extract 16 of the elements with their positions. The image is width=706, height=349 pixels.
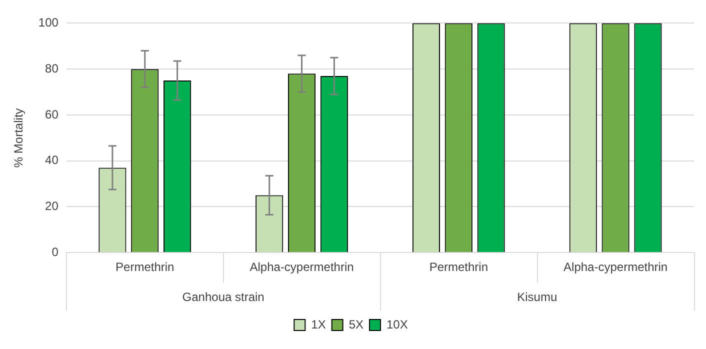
legend-label: 10X: [386, 317, 408, 332]
x-tick-label: Alpha-cypermethrin: [250, 260, 354, 274]
x-tick-label: Permethrin: [429, 260, 488, 274]
legend-label: 1X: [311, 317, 326, 332]
legend-label: 5X: [348, 317, 364, 332]
y-tick-label: 40: [45, 153, 59, 168]
x-tick-label: Alpha-cypermethrin: [564, 260, 668, 274]
y-tick-label: 20: [45, 199, 59, 214]
y-tick-label: 80: [45, 61, 59, 76]
y-tick-label: 100: [38, 16, 59, 30]
y-axis-title: % Mortality: [12, 108, 26, 168]
y-tick-label: 60: [45, 107, 59, 122]
y-tick-label: 0: [52, 244, 59, 259]
x-tick-label: Permethrin: [116, 260, 174, 274]
text: Kisumu: [517, 290, 558, 304]
text: Ganhoua strain: [182, 290, 264, 304]
